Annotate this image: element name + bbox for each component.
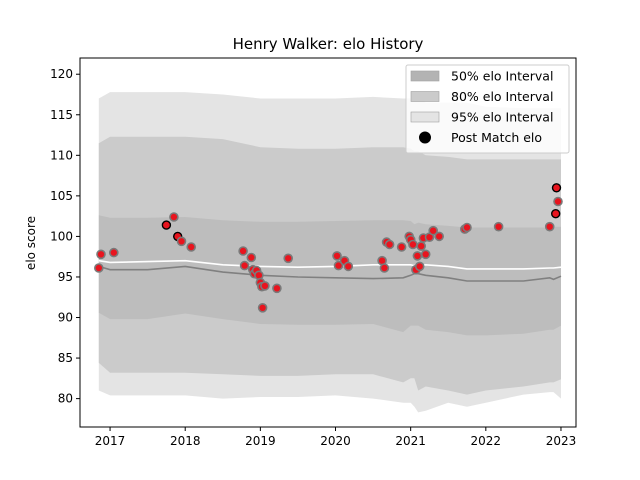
post-match-elo-point: [109, 247, 119, 258]
post-match-elo-point: [544, 221, 555, 232]
y-tick-label: 105: [50, 189, 73, 203]
post-match-elo-point: [176, 236, 187, 247]
x-tick-label: 2018: [170, 434, 201, 448]
y-tick-label: 90: [58, 311, 73, 325]
legend-swatch-band80: [410, 91, 440, 102]
chart-title: Henry Walker: elo History: [233, 35, 424, 53]
legend-label: 80% elo Interval: [451, 89, 553, 104]
post-match-elo-point: [379, 263, 390, 273]
axes: 2017 2018 2019 2020 2021 2022 2023 80 85 90 95 100 1…: [50, 57, 577, 448]
post-match-elo-point: [260, 281, 270, 291]
post-match-elo-point: [283, 253, 294, 264]
legend-label: Post Match elo: [451, 130, 542, 145]
post-match-elo-point: [333, 260, 344, 271]
x-tick-label: 2022: [471, 434, 502, 448]
y-tick-label: 85: [58, 351, 73, 365]
post-match-elo-point: [257, 302, 268, 313]
legend-swatch-band50: [410, 70, 440, 82]
y-tick-label: 120: [50, 67, 73, 81]
post-match-elo-point: [428, 225, 439, 236]
post-match-elo-point-highlight: [161, 220, 172, 230]
post-match-elo-point: [493, 221, 504, 232]
post-match-elo-point: [239, 260, 250, 271]
band-50-interval: [98, 215, 562, 336]
post-match-elo-point-highlight: [551, 208, 561, 219]
post-match-elo-point: [94, 263, 104, 273]
post-match-elo-point: [412, 251, 423, 261]
post-match-elo-point: [246, 252, 257, 263]
plot-frame: [79, 57, 577, 428]
x-tick-label: 2020: [320, 434, 351, 448]
post-match-elo-point: [272, 283, 282, 294]
y-tick-label: 100: [50, 229, 73, 243]
y-tick-label: 80: [58, 392, 73, 406]
post-match-elo-point: [96, 249, 106, 260]
post-match-elo-point: [416, 241, 427, 251]
post-match-elo-point: [238, 246, 248, 256]
legend-marker-swatch: [419, 131, 431, 144]
plot-area: [94, 92, 563, 413]
post-match-elo-point: [396, 242, 407, 252]
legend-label: 50% elo Interval: [451, 69, 553, 84]
median-line: [98, 259, 562, 270]
post-match-elo-point: [462, 222, 472, 233]
post-match-elo-point: [553, 196, 563, 207]
post-match-elo-point: [414, 261, 425, 272]
x-tick-label: 2019: [245, 434, 276, 448]
post-match-elo-point: [384, 239, 395, 250]
y-tick-label: 95: [58, 270, 73, 284]
x-tick-label: 2021: [395, 434, 426, 448]
y-tick-label: 110: [50, 148, 73, 162]
center-line: [98, 265, 562, 282]
post-match-elo-point: [169, 212, 179, 222]
x-tick-label: 2017: [95, 434, 126, 448]
legend: 50% elo Interval 80% elo Interval 95% elo …: [405, 64, 570, 154]
post-match-elo-point: [420, 249, 431, 260]
legend-swatch-band95: [410, 111, 440, 123]
post-match-elo-point: [343, 261, 354, 272]
post-match-elo-point: [434, 231, 445, 242]
post-match-elo-point: [332, 251, 342, 261]
legend-box: [405, 64, 570, 154]
legend-label: 95% elo Interval: [451, 110, 553, 125]
y-tick-label: 115: [50, 108, 73, 122]
post-match-elo-point-highlight: [551, 183, 562, 193]
post-match-elo-point: [408, 239, 418, 250]
post-match-elo-point: [186, 242, 196, 252]
y-axis-label: elo score: [24, 216, 38, 270]
x-tick-label: 2023: [546, 434, 577, 448]
